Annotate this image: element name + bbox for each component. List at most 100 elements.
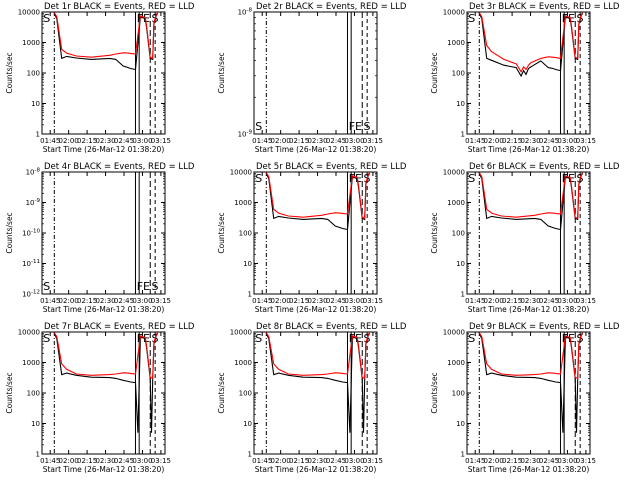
x-tick-label: 01:45 [40,297,60,305]
y-tick-label: 1000 [234,359,252,367]
x-tick-label: 02:30 [520,457,540,465]
x-tick-label: 02:45 [326,457,346,465]
x-tick-label: 02:15 [77,137,97,145]
y-tick-label: 1 [461,451,465,459]
x-tick-label: 03:00 [132,297,152,305]
y-tick-label: 1 [461,131,465,139]
y-tick-label: 1 [248,291,252,299]
x-tick-label: 01:45 [465,457,485,465]
x-tick-label: 02:45 [326,297,346,305]
x-tick-label: 02:45 [114,137,134,145]
y-tick-label: 10 [31,100,40,108]
marker-start: S [43,280,50,293]
y-axis-label: Counts/sec [430,212,439,253]
panel-det-5: Det 5r BLACK = Events, RED = LLD 1 10 100 10… [217,162,407,314]
x-tick-label: 03:00 [557,297,577,305]
panel-title: Det 6r BLACK = Events, RED = LLD [469,162,620,172]
y-axis-label: Counts/sec [217,212,226,253]
panel-title: Det 1r BLACK = Events, RED = LLD [44,2,195,12]
y-tick-label: 10000 [443,9,465,17]
panel-title: Det 2r BLACK = Events, RED = LLD [256,2,407,12]
y-axis-label: Counts/sec [5,212,14,253]
y-tick-label: 100 [452,390,465,398]
panel-title: Det 9r BLACK = Events, RED = LLD [469,322,620,332]
lld-series-line [478,172,584,220]
panel-det-1: Det 1r BLACK = Events, RED = LLD 1 10 100 10… [5,2,195,154]
x-tick-label: 03:00 [344,137,364,145]
y-axis-label: Counts/sec [5,372,14,413]
y-tick-label: 1000 [22,39,40,47]
panel-det-9: Det 9r BLACK = Events, RED = LLD 1 10 100 10… [430,322,620,474]
y-tick-label: 100 [239,390,252,398]
y-tick-label: 100 [27,70,40,78]
marker-start: S [255,332,262,345]
y-tick-label: 100 [27,390,40,398]
x-tick-label: 03:00 [132,457,152,465]
y-tick-label: 10 [243,260,252,268]
panel-det-8: Det 8r BLACK = Events, RED = LLD 1 10 100 10… [217,322,407,474]
x-tick-label: 01:45 [465,137,485,145]
x-axis-label: Start Time (26-Mar-12 01:38:20) [43,465,165,474]
x-tick-label: 02:15 [289,457,309,465]
x-tick-label: 02:30 [307,137,327,145]
y-tick-label: 10000 [443,169,465,177]
marker-start: S [468,332,475,345]
x-tick-label: 02:00 [59,457,79,465]
x-tick-label: 03:15 [363,457,383,465]
y-tick-label: 10 [456,100,465,108]
x-tick-label: 02:45 [539,297,559,305]
panel-title: Det 3r BLACK = Events, RED = LLD [469,2,620,12]
x-tick-label: 03:15 [576,297,596,305]
y-tick-label: 1000 [447,359,465,367]
x-tick-label: 02:15 [502,457,522,465]
panel-det-4: Det 4r BLACK = Events, RED = LLD 10-12 10-… [5,162,195,314]
y-tick-label: 1 [36,451,40,459]
panel-title: Det 5r BLACK = Events, RED = LLD [256,162,407,172]
y-tick-label: 10-12 [22,290,40,299]
x-tick-label: 03:00 [344,457,364,465]
x-tick-label: 02:30 [95,137,115,145]
x-tick-label: 02:15 [289,137,309,145]
marker-start: S [255,120,262,133]
panel-det-6: Det 6r BLACK = Events, RED = LLD 1 10 100 10… [430,162,620,314]
x-tick-label: 03:15 [576,457,596,465]
y-tick-label: 10000 [230,169,252,177]
events-series-line [53,13,159,71]
x-axis-label: Start Time (26-Mar-12 01:38:20) [468,305,590,314]
x-tick-label: 03:00 [557,457,577,465]
y-tick-label: 100 [452,70,465,78]
marker-fe: FE [137,280,150,293]
y-tick-label: 10-9 [238,130,253,139]
x-tick-label: 01:45 [252,137,272,145]
lld-series-line [265,332,371,380]
marker-start: S [43,12,50,25]
x-axis-label: Start Time (26-Mar-12 01:38:20) [255,465,377,474]
x-tick-label: 02:30 [520,297,540,305]
y-tick-label: 10 [456,260,465,268]
events-series-line [265,173,371,231]
x-tick-label: 01:45 [465,297,485,305]
x-axis-label: Start Time (26-Mar-12 01:38:20) [468,145,590,154]
x-tick-label: 02:15 [77,457,97,465]
x-tick-label: 02:15 [289,297,309,305]
x-tick-label: 03:00 [557,137,577,145]
plot-frame [253,11,378,135]
x-tick-label: 02:45 [539,137,559,145]
x-axis-label: Start Time (26-Mar-12 01:38:20) [255,305,377,314]
marker-start: S [43,332,50,345]
y-axis-label: Counts/sec [430,372,439,413]
x-tick-label: 01:45 [40,457,60,465]
panel-det-2: Det 2r BLACK = Events, RED = LLD 10-9 10-8… [217,2,407,154]
y-tick-label: 10000 [18,329,40,337]
x-tick-label: 02:45 [114,297,134,305]
x-tick-label: 01:45 [252,457,272,465]
y-tick-label: 10000 [18,9,40,17]
panel-title: Det 8r BLACK = Events, RED = LLD [256,322,407,332]
x-tick-label: 02:30 [95,457,115,465]
x-axis-label: Start Time (26-Mar-12 01:38:20) [468,465,590,474]
y-tick-label: 10 [456,420,465,428]
events-series-line [53,333,159,433]
x-axis-label: Start Time (26-Mar-12 01:38:20) [255,145,377,154]
events-series-line [478,13,584,78]
panel-title: Det 7r BLACK = Events, RED = LLD [44,322,195,332]
